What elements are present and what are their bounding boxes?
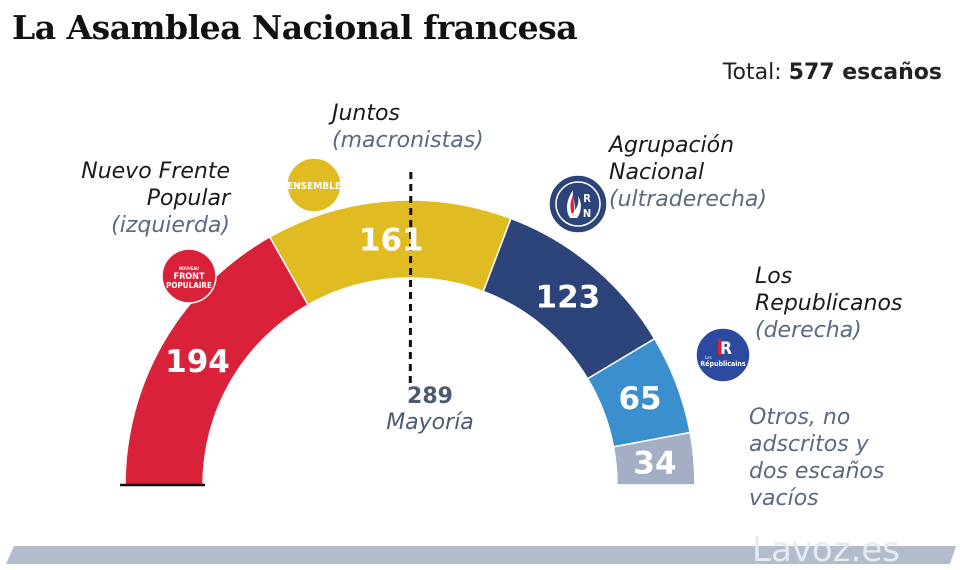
value-label-1: 161 (359, 223, 424, 259)
logo-rn-r: R (583, 192, 591, 205)
label-nuevo-frente-popular: Nuevo Frente Popular (izquierda) (81, 158, 230, 239)
lr-name-line2: Republicanos (755, 291, 903, 316)
logo-lr-name: Républicains (700, 360, 746, 368)
hemicycle-chart: 194 161 123 65 34 NOUVEAU FRONT POPULAIRE EN… (120, 157, 751, 487)
les-republicains-logo: R Les Républicains (695, 327, 751, 383)
value-label-0: 194 (165, 344, 230, 380)
total-value: 577 escaños (788, 60, 942, 85)
value-label-2: 123 (536, 279, 601, 315)
rn-name-line2: Nacional (609, 160, 705, 185)
majority-label: 289 Mayoría (360, 384, 500, 436)
front-populaire-logo: NOUVEAU FRONT POPULAIRE (161, 248, 217, 304)
majority-value: 289 (407, 384, 453, 409)
otros-line3: dos escaños (749, 459, 885, 484)
total-prefix: Total: (722, 60, 782, 85)
rassemblement-national-logo: R N (548, 174, 608, 234)
logo-lr-small: Les (705, 355, 712, 360)
otros-line4: vacíos (749, 486, 819, 511)
majority-text: Mayoría (386, 410, 474, 435)
nfp-sub: (izquierda) (111, 213, 230, 238)
lr-sub: (derecha) (755, 318, 862, 343)
logo-nfp-small: NOUVEAU (179, 266, 199, 271)
label-otros: Otros, no adscritos y dos escaños vacíos (749, 404, 884, 512)
lr-name-line1: Los (755, 264, 793, 289)
logo-lr-mark: R (720, 339, 732, 359)
logo-ensemble: ENSEMBLE (287, 181, 341, 192)
juntos-sub: (macronistas) (332, 128, 484, 153)
label-juntos: Juntos (macronistas) (332, 100, 484, 154)
ensemble-logo: ENSEMBLE (286, 157, 342, 213)
page-title: La Asamblea Nacional francesa (12, 8, 578, 47)
value-label-3: 65 (618, 381, 661, 417)
juntos-name: Juntos (332, 101, 400, 126)
total-seats: Total: 577 escaños (723, 60, 942, 85)
label-los-republicanos: Los Republicanos (derecha) (755, 263, 902, 344)
logo-nfp-top: FRONT (174, 272, 205, 282)
value-labels-group: 194 161 123 65 34 (165, 223, 676, 482)
flame-icon (566, 190, 581, 218)
value-label-4: 34 (633, 445, 676, 481)
otros-line1: Otros, no (749, 405, 851, 430)
brand-logo: Lavoz.es (752, 530, 900, 570)
segments-group (124, 199, 696, 486)
label-agrupacion-nacional: Agrupación Nacional (ultraderecha) (609, 132, 767, 213)
rn-name-line1: Agrupación (609, 133, 735, 158)
nfp-name-line1: Nuevo Frente (81, 159, 230, 184)
otros-line2: adscritos y (749, 432, 869, 457)
majority-dashed-line (408, 171, 413, 389)
footer-bar (6, 546, 956, 566)
majority-line (408, 171, 413, 389)
segment-4 (612, 431, 696, 486)
logo-nfp-bottom: POPULAIRE (166, 281, 212, 290)
nfp-name-line2: Popular (146, 186, 230, 211)
logo-rn-n: N (583, 207, 591, 220)
rn-sub: (ultraderecha) (609, 187, 767, 212)
